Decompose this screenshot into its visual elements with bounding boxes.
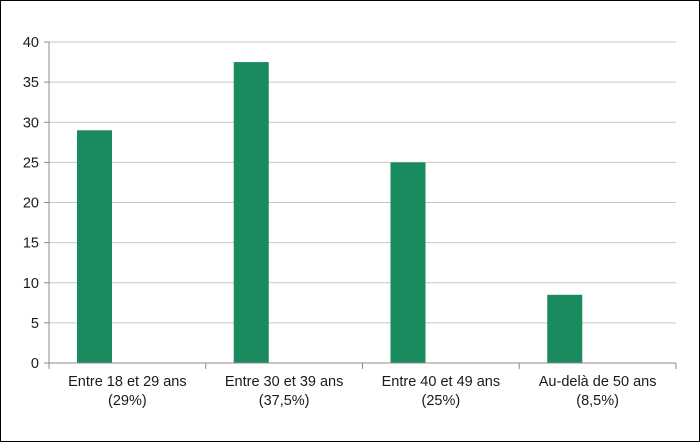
y-tick-label-20: 20 — [23, 196, 39, 212]
y-tick-label-10: 10 — [23, 276, 39, 292]
y-tick-label-40: 40 — [23, 35, 39, 51]
bar-4 — [547, 294, 583, 363]
x-category-percent-3: (25%) — [422, 393, 461, 409]
y-tick-label-15: 15 — [23, 236, 39, 252]
y-tick-label-30: 30 — [23, 115, 39, 131]
x-category-label-1: Entre 18 et 29 ans — [68, 374, 187, 390]
x-category-label-4: Au-delà de 50 ans — [539, 374, 657, 390]
bar-3 — [390, 162, 426, 363]
y-tick-label-5: 5 — [31, 316, 39, 332]
bar-2 — [233, 62, 269, 363]
y-tick-label-35: 35 — [23, 75, 39, 91]
x-category-percent-4: (8,5%) — [576, 393, 619, 409]
axes — [44, 41, 677, 369]
x-category-label-3: Entre 40 et 49 ans — [382, 374, 501, 390]
x-axis-category-labels: Entre 18 et 29 ans (29%) Entre 30 et 39 an… — [68, 374, 656, 409]
x-category-percent-2: (37,5%) — [259, 393, 310, 409]
bar-1 — [77, 130, 112, 363]
x-category-percent-1: (29%) — [108, 393, 147, 409]
x-category-label-2: Entre 30 et 39 ans — [225, 374, 344, 390]
gridlines — [49, 41, 676, 324]
y-tick-label-0: 0 — [31, 356, 39, 372]
bars — [77, 62, 583, 363]
y-axis-tick-labels: 0 5 10 15 20 25 30 35 40 — [23, 35, 39, 372]
y-tick-label-25: 25 — [23, 155, 39, 171]
